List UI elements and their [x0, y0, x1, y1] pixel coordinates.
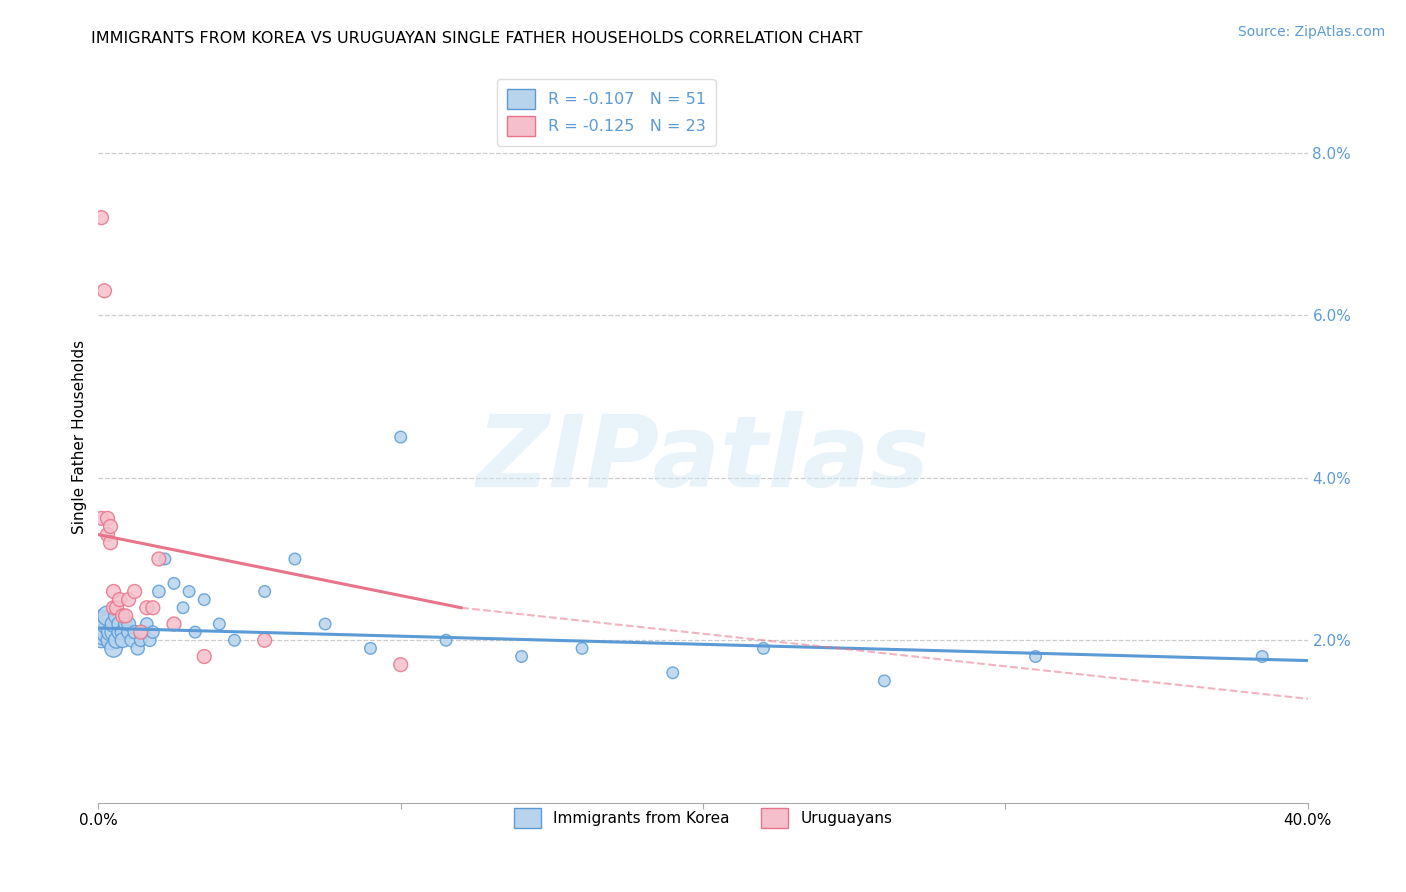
Point — [253, 584, 276, 599]
Point — [96, 617, 118, 632]
Point — [100, 633, 122, 648]
Point — [114, 617, 136, 632]
Point — [114, 608, 136, 623]
Point — [118, 592, 141, 607]
Point — [111, 608, 134, 623]
Point — [132, 625, 155, 640]
Point — [118, 625, 141, 640]
Point — [135, 617, 157, 632]
Point — [108, 617, 131, 632]
Point — [314, 617, 336, 632]
Point — [148, 552, 170, 566]
Point — [571, 641, 593, 656]
Point — [103, 625, 125, 640]
Point — [105, 600, 128, 615]
Point — [1024, 649, 1046, 664]
Text: Source: ZipAtlas.com: Source: ZipAtlas.com — [1237, 25, 1385, 39]
Point — [124, 584, 146, 599]
Text: ZIPatlas: ZIPatlas — [477, 410, 929, 508]
Point — [127, 641, 149, 656]
Point — [135, 600, 157, 615]
Point — [184, 625, 207, 640]
Point — [121, 633, 143, 648]
Point — [193, 592, 215, 607]
Point — [96, 625, 118, 640]
Point — [111, 633, 134, 648]
Point — [90, 211, 112, 225]
Point — [224, 633, 246, 648]
Point — [360, 641, 382, 656]
Point — [129, 633, 152, 648]
Point — [389, 430, 412, 444]
Point — [172, 600, 194, 615]
Point — [193, 649, 215, 664]
Point — [208, 617, 231, 632]
Point — [108, 625, 131, 640]
Point — [253, 633, 276, 648]
Point — [142, 600, 165, 615]
Point — [105, 633, 128, 648]
Point — [142, 625, 165, 640]
Y-axis label: Single Father Households: Single Father Households — [72, 340, 87, 534]
Point — [873, 673, 896, 688]
Point — [108, 592, 131, 607]
Point — [510, 649, 533, 664]
Point — [148, 584, 170, 599]
Point — [661, 665, 683, 680]
Point — [111, 625, 134, 640]
Point — [100, 519, 122, 533]
Point — [93, 625, 115, 640]
Point — [389, 657, 412, 672]
Point — [179, 584, 201, 599]
Point — [153, 552, 176, 566]
Point — [96, 511, 118, 525]
Point — [163, 576, 186, 591]
Point — [100, 625, 122, 640]
Point — [163, 617, 186, 632]
Point — [434, 633, 457, 648]
Point — [103, 584, 125, 599]
Point — [93, 617, 115, 632]
Point — [752, 641, 775, 656]
Point — [90, 511, 112, 525]
Point — [93, 284, 115, 298]
Point — [124, 625, 146, 640]
Legend: Immigrants from Korea, Uruguayans: Immigrants from Korea, Uruguayans — [506, 800, 900, 836]
Point — [139, 633, 162, 648]
Point — [284, 552, 307, 566]
Point — [90, 625, 112, 640]
Point — [96, 527, 118, 541]
Point — [103, 617, 125, 632]
Point — [103, 641, 125, 656]
Point — [90, 617, 112, 632]
Point — [129, 625, 152, 640]
Point — [118, 617, 141, 632]
Point — [100, 535, 122, 549]
Point — [103, 600, 125, 615]
Point — [1251, 649, 1274, 664]
Text: IMMIGRANTS FROM KOREA VS URUGUAYAN SINGLE FATHER HOUSEHOLDS CORRELATION CHART: IMMIGRANTS FROM KOREA VS URUGUAYAN SINGL… — [91, 31, 863, 46]
Point — [96, 608, 118, 623]
Point — [105, 608, 128, 623]
